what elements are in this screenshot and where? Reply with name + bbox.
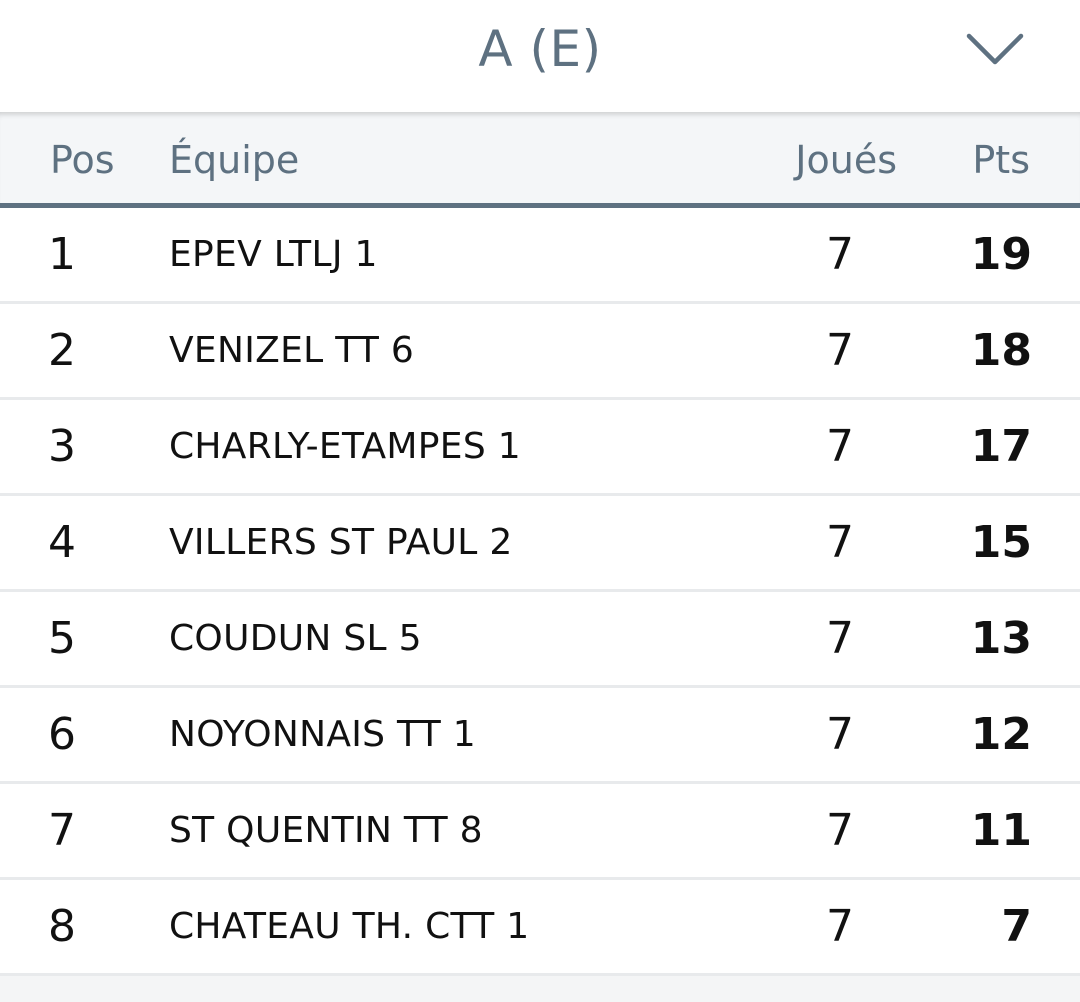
row-position: 7 <box>48 805 76 856</box>
footer-divider <box>0 976 1080 1002</box>
column-header-pts: Pts <box>972 138 1030 182</box>
row-points: 13 <box>970 613 1032 664</box>
row-team: VILLERS ST PAUL 2 <box>169 522 513 563</box>
row-position: 2 <box>48 325 76 376</box>
row-team: VENIZEL TT 6 <box>169 330 415 371</box>
row-position: 1 <box>48 229 76 280</box>
table-row[interactable]: 4 VILLERS ST PAUL 2 7 15 <box>0 496 1080 592</box>
row-points: 11 <box>970 805 1032 856</box>
row-points: 7 <box>1001 901 1032 952</box>
row-team: CHATEAU TH. CTT 1 <box>169 906 530 947</box>
row-points: 12 <box>970 709 1032 760</box>
row-position: 8 <box>48 901 76 952</box>
column-header-pos: Pos <box>50 138 115 182</box>
group-selector[interactable]: A (E) <box>0 0 1080 112</box>
row-played: 7 <box>826 805 854 856</box>
row-points: 17 <box>970 421 1032 472</box>
row-position: 4 <box>48 517 76 568</box>
column-header-team: Équipe <box>169 138 300 182</box>
chevron-down-icon[interactable] <box>966 30 1024 70</box>
table-row[interactable]: 2 VENIZEL TT 6 7 18 <box>0 304 1080 400</box>
column-header-played: Joués <box>795 138 897 182</box>
group-title[interactable]: A (E) <box>478 20 602 78</box>
row-played: 7 <box>826 901 854 952</box>
table-row[interactable]: 5 COUDUN SL 5 7 13 <box>0 592 1080 688</box>
row-played: 7 <box>826 325 854 376</box>
table-row[interactable]: 7 ST QUENTIN TT 8 7 11 <box>0 784 1080 880</box>
row-position: 5 <box>48 613 76 664</box>
row-team: EPEV LTLJ 1 <box>169 234 378 275</box>
row-points: 15 <box>970 517 1032 568</box>
row-position: 6 <box>48 709 76 760</box>
row-team: COUDUN SL 5 <box>169 618 422 659</box>
standings-table: 1 EPEV LTLJ 1 7 19 2 VENIZEL TT 6 7 18 3… <box>0 208 1080 976</box>
row-played: 7 <box>826 613 854 664</box>
table-row[interactable]: 3 CHARLY-ETAMPES 1 7 17 <box>0 400 1080 496</box>
row-played: 7 <box>826 709 854 760</box>
table-header: Pos Équipe Joués Pts <box>0 112 1080 208</box>
row-team: NOYONNAIS TT 1 <box>169 714 476 755</box>
row-team: CHARLY-ETAMPES 1 <box>169 426 521 467</box>
table-row[interactable]: 1 EPEV LTLJ 1 7 19 <box>0 208 1080 304</box>
row-position: 3 <box>48 421 76 472</box>
row-points: 18 <box>970 325 1032 376</box>
table-row[interactable]: 8 CHATEAU TH. CTT 1 7 7 <box>0 880 1080 976</box>
row-points: 19 <box>970 229 1032 280</box>
row-played: 7 <box>826 517 854 568</box>
row-played: 7 <box>826 421 854 472</box>
row-played: 7 <box>826 229 854 280</box>
row-team: ST QUENTIN TT 8 <box>169 810 483 851</box>
table-row[interactable]: 6 NOYONNAIS TT 1 7 12 <box>0 688 1080 784</box>
